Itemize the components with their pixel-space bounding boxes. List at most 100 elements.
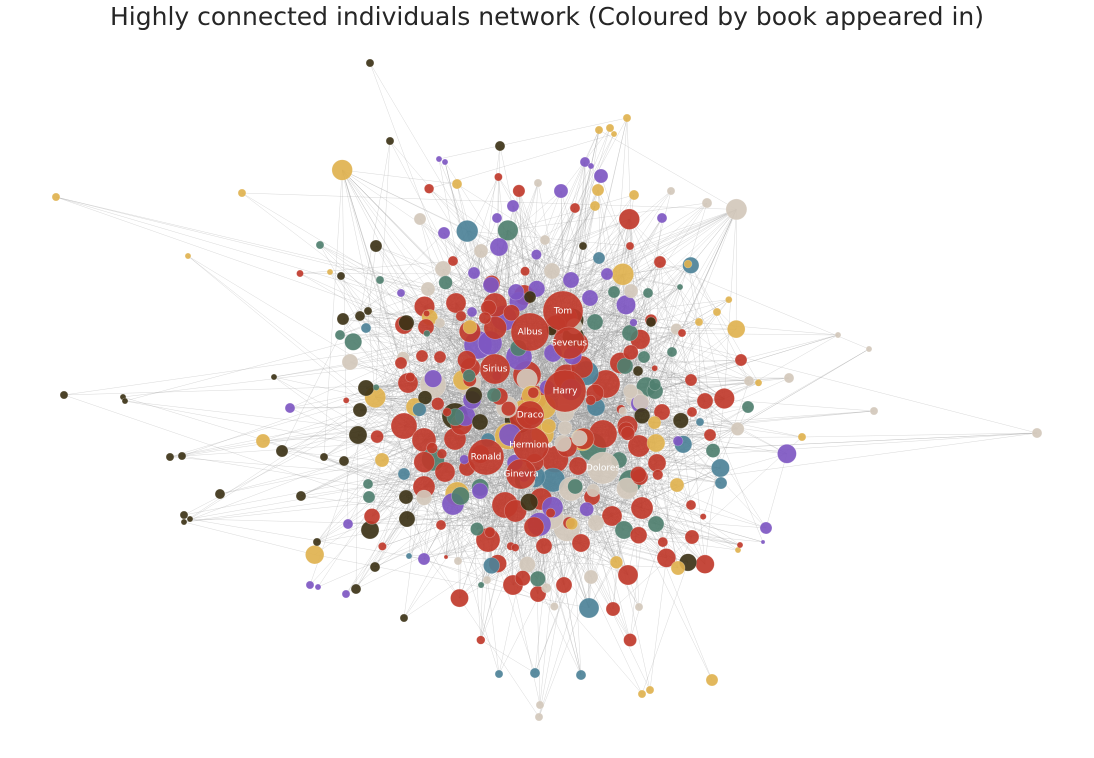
node [736, 541, 744, 549]
edge [423, 497, 488, 581]
edge [359, 219, 630, 317]
node [571, 533, 591, 553]
node [666, 186, 676, 196]
edge [459, 598, 540, 718]
node [394, 356, 408, 370]
node [534, 712, 544, 722]
node [415, 349, 429, 363]
edge [518, 301, 652, 321]
node [725, 198, 748, 221]
node-label-severus: Severus [551, 339, 588, 349]
node [255, 433, 271, 449]
edge [650, 320, 681, 421]
node [500, 401, 516, 417]
node [470, 522, 484, 536]
node [415, 489, 432, 506]
edge [564, 411, 693, 414]
edge [666, 351, 673, 558]
node [165, 452, 175, 462]
node [486, 387, 502, 403]
node [342, 397, 350, 404]
node [592, 251, 606, 265]
node [634, 602, 644, 612]
node [441, 158, 449, 166]
node [637, 350, 651, 364]
edge [183, 384, 434, 516]
node [578, 241, 588, 251]
edge [529, 189, 599, 333]
node [437, 226, 451, 240]
node [743, 375, 755, 387]
node [284, 402, 296, 414]
edge [456, 183, 546, 241]
node [554, 434, 572, 452]
node [647, 515, 665, 533]
node [618, 208, 640, 230]
node [783, 372, 795, 384]
node [557, 420, 573, 436]
node [341, 589, 351, 599]
node [451, 178, 463, 190]
node [760, 539, 766, 545]
node [529, 667, 541, 679]
node [543, 262, 561, 280]
edge [507, 194, 635, 231]
node [450, 588, 469, 608]
node [363, 508, 381, 525]
edge [189, 518, 425, 560]
node [611, 263, 634, 286]
node [730, 421, 745, 436]
node [587, 514, 605, 532]
node [616, 477, 639, 500]
node [342, 518, 354, 530]
node [482, 276, 500, 294]
node-ginevra [505, 458, 537, 490]
node [397, 467, 411, 481]
node [296, 269, 304, 278]
edge [598, 129, 737, 210]
node [503, 304, 520, 322]
node-label-harry: Harry [553, 387, 579, 397]
node [586, 483, 601, 498]
node [683, 259, 693, 269]
edge [319, 244, 470, 332]
node [734, 353, 748, 367]
node [180, 518, 188, 526]
edge [573, 336, 787, 454]
node [434, 461, 456, 483]
node [336, 271, 346, 281]
edge [183, 460, 345, 523]
node [396, 288, 406, 298]
node-layer [51, 58, 1043, 722]
edge [515, 547, 617, 563]
node [369, 561, 381, 573]
node [587, 162, 595, 170]
node [511, 543, 520, 552]
node [484, 526, 496, 538]
edge [641, 507, 741, 546]
node [375, 275, 385, 285]
edge [622, 265, 691, 275]
edge [551, 205, 596, 272]
edge [367, 245, 377, 312]
edge [481, 545, 545, 586]
node [483, 557, 500, 575]
edge [410, 209, 737, 378]
node [535, 537, 553, 555]
node [483, 316, 507, 340]
node [617, 564, 639, 586]
node [652, 469, 664, 481]
node [459, 454, 470, 465]
edge [611, 515, 651, 691]
node [512, 184, 526, 198]
node [672, 435, 684, 447]
node [435, 155, 443, 163]
node [453, 556, 463, 566]
node [653, 403, 671, 421]
edge [649, 557, 667, 691]
node [51, 192, 61, 202]
edge [183, 473, 522, 523]
node [694, 317, 704, 327]
node [569, 202, 581, 214]
node [305, 580, 315, 590]
